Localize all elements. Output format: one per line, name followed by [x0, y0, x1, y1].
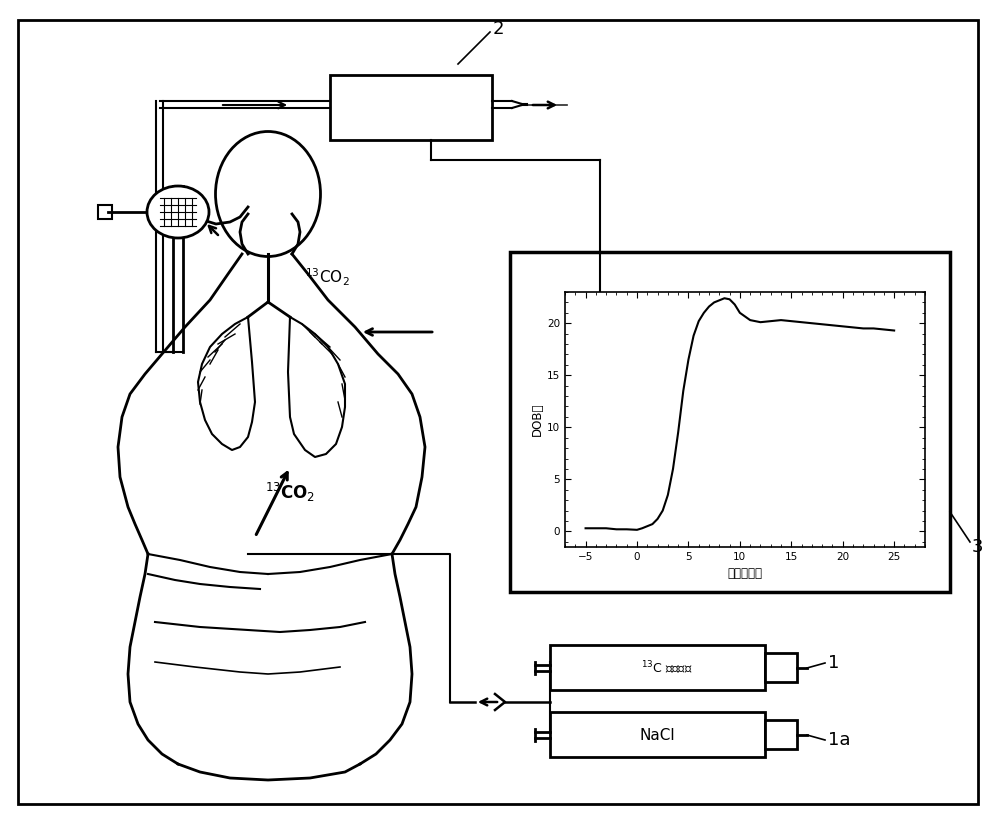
Ellipse shape	[147, 186, 209, 238]
Text: NaCl: NaCl	[639, 727, 675, 742]
Bar	[765, 720, 797, 749]
Text: $^{13}$CO$_2$: $^{13}$CO$_2$	[265, 480, 315, 504]
Bar	[765, 653, 797, 682]
Bar	[550, 645, 765, 690]
Text: 2: 2	[493, 20, 505, 38]
Text: 1: 1	[828, 654, 839, 672]
Text: $^{13}$CO$_2$: $^{13}$CO$_2$	[305, 266, 350, 288]
Bar	[510, 252, 950, 592]
Text: 1a: 1a	[828, 731, 850, 749]
Bar	[550, 712, 765, 757]
Bar	[330, 75, 492, 140]
Text: $^{13}$C 麦撒西丁: $^{13}$C 麦撒西丁	[641, 659, 693, 677]
Text: 3: 3	[972, 538, 984, 556]
X-axis label: 时间（分）: 时间（分）	[728, 567, 763, 580]
Y-axis label: DOB値: DOB値	[531, 403, 544, 436]
Bar	[98, 205, 112, 219]
